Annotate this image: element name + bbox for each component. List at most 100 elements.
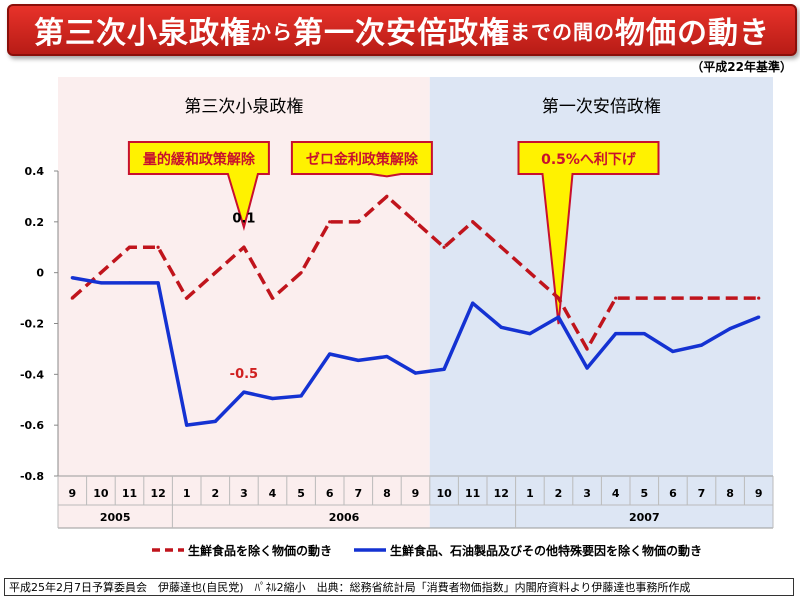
x-tick-label-11: 8: [383, 487, 391, 500]
callout-label-0: 量的緩和政策解除: [143, 151, 256, 168]
series-1-point-15: [499, 325, 503, 329]
callout-box-1: [290, 141, 433, 178]
series-1-point-6: [242, 390, 246, 394]
series-0-point-2: [127, 245, 132, 249]
x-tick-label-1: 10: [93, 487, 109, 500]
series-0-point-21: [671, 296, 675, 300]
series-0-point-22: [699, 296, 704, 300]
title-part-3: までの間の: [510, 19, 615, 44]
x-tick-label-7: 4: [269, 487, 277, 500]
series-0-point-13: [442, 245, 446, 249]
series-0-point-7: [270, 296, 275, 300]
series-0-point-24: [757, 296, 761, 300]
x-tick-label-8: 5: [297, 487, 305, 500]
x-tick-label-22: 7: [698, 487, 706, 500]
year-label-1: 2006: [329, 511, 360, 524]
series-1-point-7: [270, 396, 275, 401]
series-1-point-23: [728, 326, 732, 331]
y-tick-label-5: -0.6: [20, 419, 44, 432]
series-0-point-16: [528, 271, 532, 275]
series-1-point-4: [185, 423, 189, 427]
base-year-note: （平成22年基準）: [691, 60, 792, 74]
series-0-point-11: [385, 194, 389, 199]
legend-label-1: 生鮮食品、石油製品及びその他特殊要因を除く物価の動き: [390, 543, 702, 558]
series-1-point-8: [299, 394, 303, 398]
x-tick-label-10: 7: [354, 487, 362, 500]
x-tick-label-19: 4: [612, 487, 620, 500]
series-0-point-17: [556, 296, 561, 300]
title-part-1: から: [251, 19, 293, 44]
x-tick-label-12: 9: [412, 487, 420, 500]
series-0-point-20: [642, 296, 646, 300]
series-1-point-13: [442, 367, 446, 371]
series-1-point-1: [99, 281, 103, 285]
series-1-point-0: [70, 276, 74, 280]
series-0-point-0: [70, 296, 74, 300]
series-0-point-8: [299, 271, 303, 275]
callout-label-2: 0.5%へ利下げ: [541, 151, 637, 168]
x-tick-label-16: 1: [526, 487, 534, 500]
series-1-point-20: [642, 332, 646, 336]
x-tick-label-5: 2: [211, 487, 219, 500]
title-part-0: 第三次小泉政権: [34, 16, 251, 51]
series-0-point-9: [328, 220, 332, 224]
x-tick-label-15: 12: [494, 487, 509, 500]
series-0-point-4: [185, 296, 189, 300]
series-1-point-24: [757, 315, 761, 319]
x-tick-label-21: 6: [669, 487, 677, 500]
series-1-point-21: [671, 349, 675, 354]
x-tick-label-4: 1: [183, 487, 191, 500]
x-tick-label-20: 5: [640, 487, 648, 500]
series-1-point-19: [614, 332, 618, 336]
legend-label-0: 生鮮食品を除く物価の動き: [188, 543, 332, 558]
series-1-point-16: [528, 332, 532, 336]
series-0-point-12: [413, 220, 418, 224]
series-1-point-10: [356, 358, 360, 362]
x-tick-label-9: 6: [326, 487, 334, 500]
callout-label-1: ゼロ金利政策解除: [306, 151, 419, 168]
y-tick-label-1: 0.2: [25, 216, 45, 229]
series-1-point-18: [585, 366, 589, 370]
series-0-point-15: [499, 245, 503, 249]
x-tick-label-24: 9: [755, 487, 763, 500]
series-1-point-11: [385, 354, 389, 359]
data-label-0: 0.1: [232, 211, 255, 226]
x-tick-label-2: 11: [122, 487, 137, 500]
series-1-point-3: [156, 281, 160, 285]
series-1-point-17: [556, 315, 561, 319]
series-1-point-5: [213, 419, 217, 423]
series-0-point-1: [99, 271, 103, 275]
series-0-point-5: [213, 271, 217, 275]
y-tick-label-3: -0.2: [20, 318, 44, 331]
title-part-4: 物価の動き: [615, 16, 770, 51]
series-0-point-19: [614, 296, 618, 300]
y-tick-label-6: -0.8: [20, 470, 44, 483]
series-0-point-10: [356, 220, 360, 224]
x-tick-label-23: 8: [726, 487, 734, 500]
series-1-point-22: [699, 343, 704, 347]
series-1-point-12: [413, 371, 418, 375]
series-1-point-2: [127, 281, 132, 285]
series-0-point-23: [728, 296, 732, 300]
x-tick-label-6: 3: [240, 487, 248, 500]
chart-title: 第三次小泉政権 から 第一次安倍政権 までの間の 物価の動き: [7, 4, 797, 56]
callout-box-0: [127, 141, 270, 231]
period-label-1: 第一次安倍政権: [542, 97, 661, 117]
x-tick-label-18: 3: [583, 487, 591, 500]
x-tick-label-14: 11: [465, 487, 480, 500]
x-tick-label-3: 12: [150, 487, 165, 500]
y-tick-label-0: 0.4: [25, 165, 45, 178]
series-0-point-18: [585, 347, 589, 351]
x-tick-label-17: 2: [555, 487, 563, 500]
source-footer: 平成25年2月7日予算委員会 伊藤達也(自民党) ﾊﾟﾈﾙ2縮小 出典：総務省統…: [4, 578, 794, 596]
x-tick-label-0: 9: [68, 487, 76, 500]
series-1-point-9: [328, 352, 332, 356]
year-label-2: 2007: [629, 511, 660, 524]
x-tick-label-13: 10: [436, 487, 452, 500]
callout-box-2: [517, 141, 660, 325]
data-label-1: -0.5: [230, 367, 258, 382]
series-0-point-14: [471, 220, 475, 224]
y-tick-label-4: -0.4: [20, 368, 44, 381]
series-1-point-14: [471, 301, 475, 305]
